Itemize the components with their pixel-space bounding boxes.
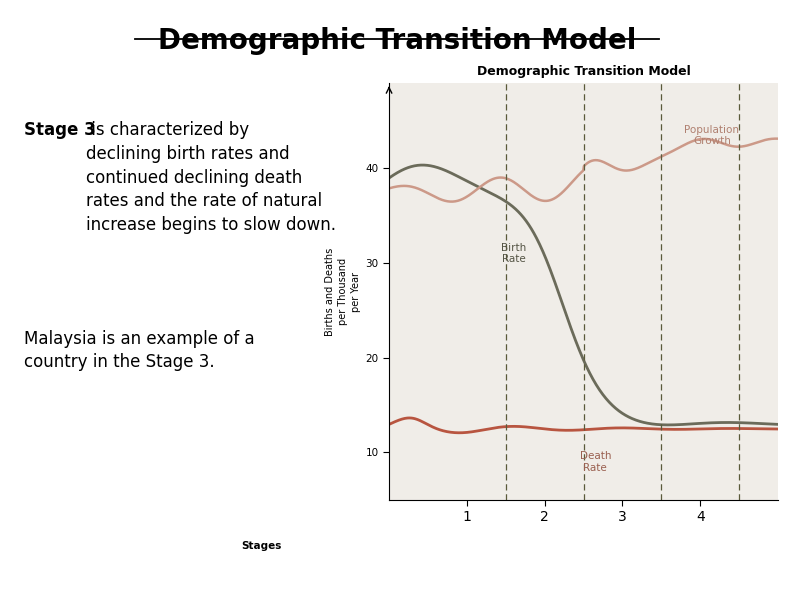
Text: Population
Growth: Population Growth [684, 124, 739, 146]
Text: Stages: Stages [241, 541, 282, 552]
Text: Stage 3: Stage 3 [24, 121, 95, 139]
Title: Demographic Transition Model: Demographic Transition Model [476, 65, 691, 78]
Text: Death
Rate: Death Rate [580, 451, 611, 473]
Text: Birth
Rate: Birth Rate [501, 243, 526, 265]
Text: is characterized by
declining birth rates and
continued declining death
rates an: is characterized by declining birth rate… [86, 121, 336, 234]
Text: Demographic Transition Model: Demographic Transition Model [158, 27, 636, 55]
Y-axis label: Births and Deaths
per Thousand
per Year: Births and Deaths per Thousand per Year [325, 248, 361, 336]
Text: Malaysia is an example of a
country in the Stage 3.: Malaysia is an example of a country in t… [24, 330, 254, 371]
